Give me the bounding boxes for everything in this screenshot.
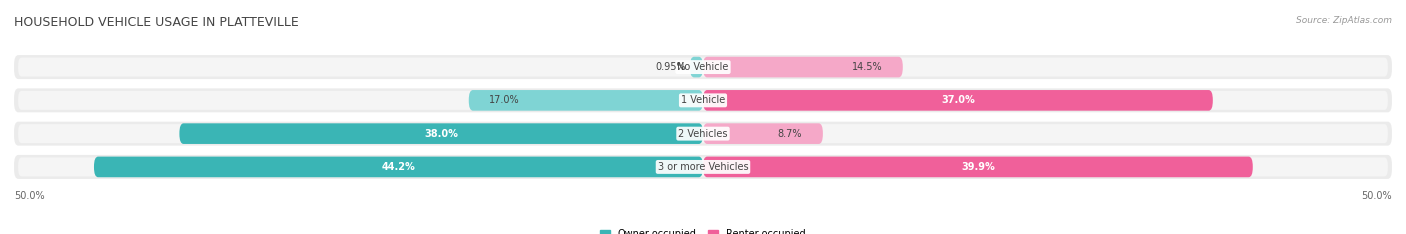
Text: 14.5%: 14.5% [852,62,882,72]
FancyBboxPatch shape [94,157,703,177]
FancyBboxPatch shape [703,57,903,77]
FancyBboxPatch shape [690,57,703,77]
Text: 37.0%: 37.0% [941,95,974,105]
FancyBboxPatch shape [18,157,1388,176]
Text: 3 or more Vehicles: 3 or more Vehicles [658,162,748,172]
FancyBboxPatch shape [14,155,1392,179]
FancyBboxPatch shape [14,88,1392,112]
Text: 39.9%: 39.9% [962,162,995,172]
Text: No Vehicle: No Vehicle [678,62,728,72]
FancyBboxPatch shape [468,90,703,111]
Legend: Owner-occupied, Renter-occupied: Owner-occupied, Renter-occupied [600,229,806,234]
FancyBboxPatch shape [180,123,703,144]
Text: Source: ZipAtlas.com: Source: ZipAtlas.com [1296,16,1392,25]
FancyBboxPatch shape [14,122,1392,146]
FancyBboxPatch shape [703,90,1213,111]
Text: 38.0%: 38.0% [425,129,458,139]
FancyBboxPatch shape [18,58,1388,77]
Text: 50.0%: 50.0% [1361,191,1392,201]
Text: 2 Vehicles: 2 Vehicles [678,129,728,139]
Text: 1 Vehicle: 1 Vehicle [681,95,725,105]
Text: 50.0%: 50.0% [14,191,45,201]
Text: 0.95%: 0.95% [655,62,686,72]
FancyBboxPatch shape [18,91,1388,110]
Text: 44.2%: 44.2% [381,162,415,172]
Text: HOUSEHOLD VEHICLE USAGE IN PLATTEVILLE: HOUSEHOLD VEHICLE USAGE IN PLATTEVILLE [14,16,299,29]
Text: 8.7%: 8.7% [778,129,803,139]
FancyBboxPatch shape [703,123,823,144]
FancyBboxPatch shape [18,124,1388,143]
FancyBboxPatch shape [14,55,1392,79]
Text: 17.0%: 17.0% [489,95,520,105]
FancyBboxPatch shape [703,157,1253,177]
